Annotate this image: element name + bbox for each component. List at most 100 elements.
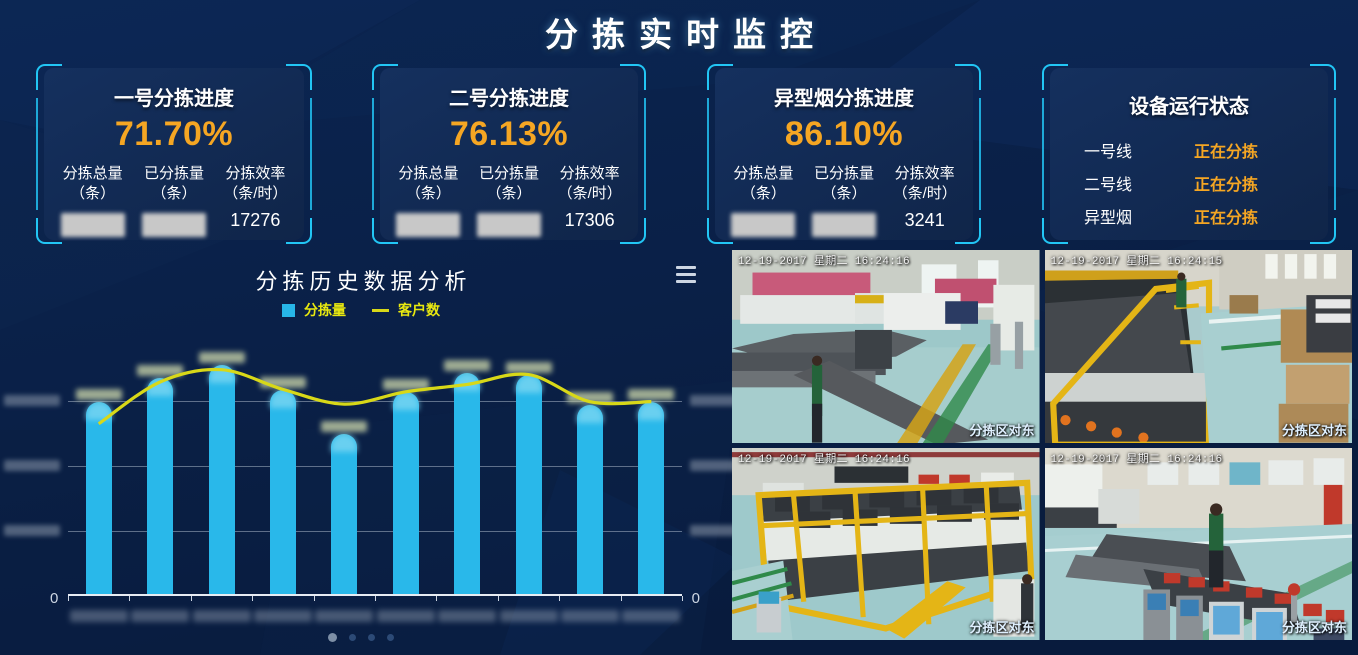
x-axis-tick xyxy=(620,596,622,601)
camera-timestamp: 12-19-2017 星期二 16:24:16 xyxy=(1050,453,1223,466)
corner-accent-tr xyxy=(620,64,646,90)
corner-accent-bl xyxy=(707,218,733,244)
carousel-dots[interactable] xyxy=(0,633,722,642)
camera-tile-1[interactable]: 12-19-2017 星期二 16:24:16 分拣区对东 xyxy=(732,250,1040,443)
camera-tile-2[interactable]: 12-19-2017 星期二 16:24:15 分拣区对东 xyxy=(1044,250,1352,443)
metric-total: 分拣总量 （条） xyxy=(388,164,469,237)
device-status-card[interactable]: 设备运行状态 一号线 正在分拣 二号线 正在分拣 异型烟 正在分拣 xyxy=(1042,64,1336,244)
camera-name: 分拣区对东 xyxy=(969,422,1035,438)
kpi-card-title: 一号分拣进度 xyxy=(114,88,234,110)
status-row: 二号线 正在分拣 xyxy=(1084,166,1294,199)
corner-accent-bl xyxy=(1042,218,1068,244)
camera-name: 分拣区对东 xyxy=(1281,422,1347,438)
edge-accent-left xyxy=(372,98,374,210)
edge-accent-right xyxy=(310,98,312,210)
legend-label-bar[interactable]: 分拣量 xyxy=(304,302,346,318)
x-axis-label-redacted xyxy=(69,610,128,622)
metric-unit: （条/时） xyxy=(223,185,288,202)
x-axis-label-redacted xyxy=(499,610,558,622)
camera-timestamp: 12-19-2017 星期二 16:24:16 xyxy=(738,453,910,466)
corner-accent-tl xyxy=(36,64,62,90)
metric-total: 分拣总量 （条） xyxy=(52,164,133,237)
legend-swatch-bar[interactable] xyxy=(282,303,295,317)
edge-accent-right xyxy=(979,98,981,210)
metric-unit: （条） xyxy=(151,185,197,202)
y-axis-zero-left: 0 xyxy=(50,590,59,607)
metric-value: 3241 xyxy=(904,210,945,230)
x-axis-tick xyxy=(313,596,315,601)
hamburger-menu-icon[interactable] xyxy=(676,266,696,283)
metric-sorted: 已分拣量 （条） xyxy=(133,164,214,237)
kpi-card-percent: 86.10% xyxy=(784,115,904,153)
camera-name: 分拣区对东 xyxy=(1281,620,1347,635)
kpi-metrics: 分拣总量 （条） 已分拣量 （条） 分拣效率 （条/时） 3241 xyxy=(715,164,973,237)
metric-value-redacted xyxy=(812,213,876,237)
x-axis-tick xyxy=(375,596,376,601)
camera-feed-1 xyxy=(732,250,1040,443)
chart-plot-area[interactable]: 0 0 xyxy=(4,336,746,622)
kpi-card-special[interactable]: 异型烟分拣进度 86.10% 分拣总量 （条） 已分拣量 （条） 分拣效率 （条… xyxy=(707,64,981,244)
metric-label: 已分拣量 xyxy=(479,165,540,182)
kpi-cards-row: 一号分拣进度 71.70% 分拣总量 （条） 已分拣量 （条） 分拣效率 （条/… xyxy=(0,64,1358,244)
camera-tile-4[interactable]: 12-19-2017 星期二 16:24:16 分拣区对东 xyxy=(1044,447,1352,640)
metric-label: 分拣总量 xyxy=(62,165,123,182)
x-axis-label-redacted xyxy=(253,610,312,622)
x-axis-tick xyxy=(129,596,131,601)
page-title: 分拣实时监控 xyxy=(545,16,827,53)
metric-label: 已分拣量 xyxy=(143,165,204,182)
corner-accent-tr xyxy=(1310,64,1336,90)
carousel-dot[interactable] xyxy=(387,634,394,641)
metric-efficiency: 分拣效率 （条/时） 17306 xyxy=(549,164,630,237)
metric-unit: （条） xyxy=(405,185,451,202)
camera-tile-3[interactable]: 12-19-2017 星期二 16:24:16 分拣区对东 xyxy=(732,447,1040,640)
status-row: 异型烟 正在分拣 xyxy=(1084,199,1294,232)
corner-accent-br xyxy=(1310,218,1336,244)
kpi-card-percent: 76.13% xyxy=(449,115,569,153)
edge-accent-left xyxy=(1042,98,1044,210)
device-status-rows: 一号线 正在分拣 二号线 正在分拣 异型烟 正在分拣 xyxy=(1050,133,1328,232)
status-badge: 正在分拣 xyxy=(1194,209,1259,227)
camera-timestamp: 12-19-2017 星期二 16:24:16 xyxy=(738,256,910,268)
metric-efficiency: 分拣效率 （条/时） 3241 xyxy=(884,164,965,237)
legend-swatch-line[interactable] xyxy=(372,308,389,312)
legend-label-line[interactable]: 客户数 xyxy=(398,302,440,318)
x-axis-label-redacted xyxy=(131,610,190,622)
metric-unit: （条） xyxy=(486,185,532,202)
metric-label: 分拣总量 xyxy=(398,165,459,182)
x-axis-label-redacted xyxy=(438,610,497,622)
chart-line-series[interactable] xyxy=(68,336,682,596)
x-axis-tick xyxy=(68,596,69,601)
corner-accent-tl xyxy=(372,64,398,90)
camera-name: 分拣区对东 xyxy=(969,620,1035,635)
status-row: 一号线 正在分拣 xyxy=(1084,133,1294,166)
kpi-card-line2[interactable]: 二号分拣进度 76.13% 分拣总量 （条） 已分拣量 （条） 分拣效率 （条/… xyxy=(372,64,646,244)
kpi-metrics: 分拣总量 （条） 已分拣量 （条） 分拣效率 （条/时） 17306 xyxy=(380,164,638,237)
x-axis-tick xyxy=(497,596,499,601)
x-axis-label-redacted xyxy=(560,610,619,622)
x-axis-label-redacted xyxy=(192,610,251,622)
chart-legend: 分拣量 客户数 xyxy=(0,300,722,320)
metric-total: 分拣总量 （条） xyxy=(723,164,804,237)
status-device-name: 二号线 xyxy=(1084,176,1133,194)
metric-value-redacted xyxy=(731,213,796,237)
carousel-dot[interactable] xyxy=(368,634,375,641)
corner-accent-bl xyxy=(36,218,62,244)
corner-accent-br xyxy=(620,218,646,244)
x-axis-tick xyxy=(682,596,683,601)
history-chart-panel: 分拣历史数据分析 分拣量 客户数 0 0 ❮ ❯ xyxy=(0,248,746,633)
kpi-card-title: 二号分拣进度 xyxy=(449,88,569,110)
kpi-card-line1[interactable]: 一号分拣进度 71.70% 分拣总量 （条） 已分拣量 （条） 分拣效率 （条/… xyxy=(36,64,312,244)
x-axis-label-redacted xyxy=(376,610,435,622)
kpi-metrics: 分拣总量 （条） 已分拣量 （条） 分拣效率 （条/时） 17276 xyxy=(44,164,304,237)
metric-unit: （条） xyxy=(821,185,867,202)
y-axis-label-redacted xyxy=(4,395,60,406)
corner-accent-tr xyxy=(286,64,312,90)
carousel-dot[interactable] xyxy=(328,633,337,642)
carousel-dot[interactable] xyxy=(349,634,356,641)
corner-accent-br xyxy=(955,218,981,244)
corner-accent-tl xyxy=(707,64,733,90)
kpi-card-percent: 71.70% xyxy=(114,115,234,153)
kpi-card-title: 异型烟分拣进度 xyxy=(774,88,914,110)
metric-value-redacted xyxy=(60,213,125,237)
